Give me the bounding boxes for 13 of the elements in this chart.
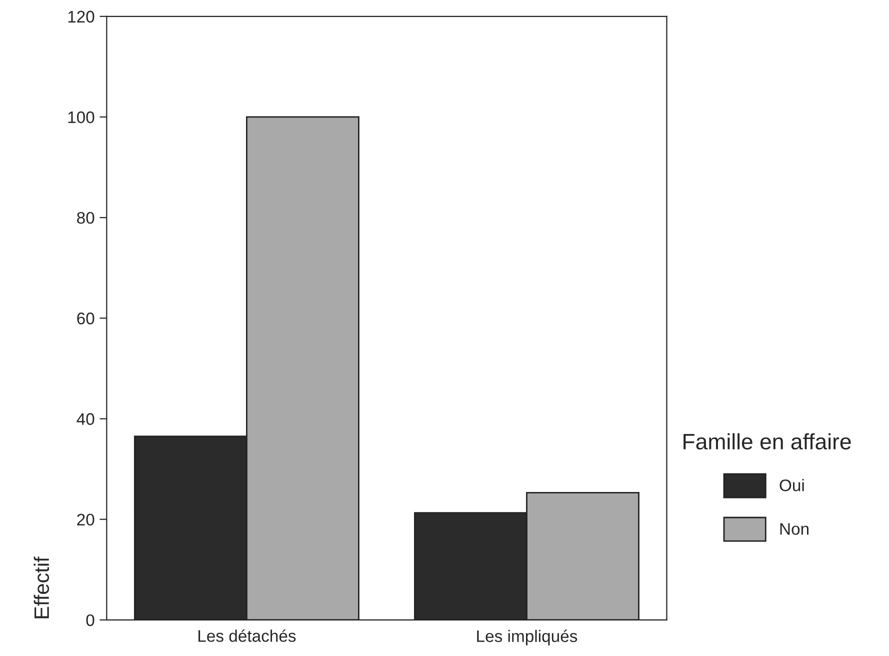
y-tick-label: 0 [86,614,94,626]
y-tick-label: 80 [77,212,94,224]
y-axis-title: Effectif [34,556,50,618]
x-tick-label: Les détachés [198,629,296,642]
legend-title: Famille en affaire [684,433,851,450]
y-tick-label: 40 [76,413,94,425]
legend-label: Non [780,523,808,535]
legend-label: Oui [780,479,804,492]
y-tick-label: 60 [77,312,94,324]
y-tick-label: 120 [68,10,94,23]
x-tick-label: Les impliqués [477,630,578,646]
y-tick-label: 100 [68,111,94,124]
y-tick-label: 20 [77,514,94,526]
